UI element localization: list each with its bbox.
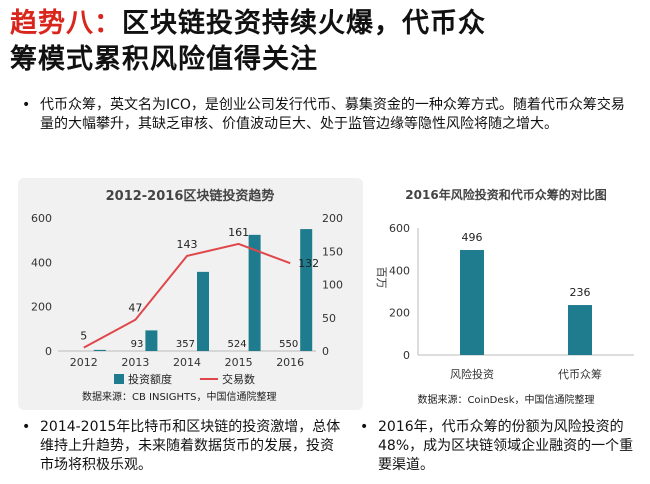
- x-tick-label: 代币众筹: [558, 367, 602, 381]
- vc-vs-ico-chart: 2016年风险投资和代币众筹的对比图 0 200 400 600 百万 496 风险投资 23…: [375, 187, 634, 406]
- x-tick-label: 2013: [121, 356, 149, 369]
- x-tick-label: 2015: [225, 356, 253, 369]
- chart2-title: 2016年风险投资和代币众筹的对比图: [405, 187, 606, 202]
- bar-value-label: 496: [462, 231, 483, 244]
- slide-title: 趋势八：区块链投资持续火爆，代币众 筹模式累积风险值得关注: [10, 6, 642, 78]
- y-tick-left: 200: [31, 301, 52, 314]
- bar-investment: [197, 271, 209, 351]
- x-tick-label: 2012: [70, 356, 98, 369]
- chart1-source: 数据来源：CB INSIGHTS，中国信通院整理: [82, 390, 276, 403]
- bullet-left: • 2014-2015年比特币和区块链的投资激增，总体维持上升趋势，未来随着数据…: [22, 418, 347, 475]
- line-value-label: 47: [128, 302, 142, 315]
- bar-investment: [93, 349, 106, 351]
- chart1-title: 2012-2016区块链投资趋势: [106, 188, 275, 204]
- bar-value: [460, 250, 484, 355]
- x-tick-label: 2014: [173, 356, 201, 369]
- y-tick-right: 50: [322, 312, 336, 325]
- title-line-1: 趋势八：区块链投资持续火爆，代币众: [10, 6, 642, 42]
- bullet-marker: •: [22, 419, 31, 435]
- line-transactions: [83, 242, 291, 349]
- bullet-left-text: 2014-2015年比特币和区块链的投资激增，总体维持上升趋势，未来随着数据货币…: [40, 419, 341, 473]
- line-value-label: 132: [298, 257, 319, 270]
- bullet-right: • 2016年，代币众筹的份额为风险投资的48%，成为区块链领域企业融资的一个重…: [360, 418, 645, 475]
- legend-line-label: 交易数: [222, 372, 255, 386]
- bar-investment: [300, 229, 313, 351]
- bar-value: [568, 305, 592, 355]
- y-tick-right: 150: [322, 245, 343, 258]
- y-tick-left: 0: [45, 345, 52, 358]
- y-tick: 0: [403, 349, 410, 362]
- chart2-source: 数据来源：CoinDesk，中国信通院整理: [417, 393, 594, 406]
- bar-value-label: 93: [131, 339, 144, 350]
- title-line-2: 筹模式累积风险值得关注: [10, 44, 318, 75]
- bullet-marker: •: [360, 419, 369, 435]
- line-value-label: 143: [177, 238, 198, 251]
- investment-trend-chart: 2012-2016区块链投资趋势 0 200 400 600 0 50 100 150 200 2…: [31, 188, 343, 403]
- x-tick-label: 风险投资: [450, 367, 494, 381]
- bullet-right-text: 2016年，代币众筹的份额为风险投资的48%，成为区块链领域企业融资的一个重要渠…: [378, 419, 634, 473]
- y-tick-right: 0: [322, 345, 329, 358]
- legend-bar-swatch: [114, 374, 124, 384]
- bar-value-label: 236: [570, 286, 591, 299]
- bar-investment: [248, 234, 261, 351]
- chart-panel-left: 2012-2016区块链投资趋势 0 200 400 600 0 50 100 150 200 2…: [18, 178, 363, 410]
- bullet-intro: • 代币众筹，英文名为ICO，是创业公司发行代币、募集资金的一种众筹方式。随着代…: [22, 96, 638, 134]
- line-value-label: 161: [228, 226, 249, 239]
- title-accent: 趋势八：: [10, 8, 122, 39]
- bullet-marker: •: [22, 97, 31, 113]
- line-value-label: 5: [80, 330, 87, 343]
- y-tick-right: 200: [322, 212, 343, 225]
- y-axis-label: 百万: [375, 267, 388, 289]
- bar-value-label: 550: [279, 339, 298, 350]
- bar-value-label: 524: [228, 339, 247, 350]
- x-tick-label: 2016: [276, 356, 304, 369]
- y-tick-right: 100: [322, 279, 343, 292]
- bar-investment: [145, 330, 158, 351]
- y-tick: 400: [389, 264, 410, 277]
- y-tick: 200: [389, 307, 410, 320]
- bar-value-label: 357: [176, 339, 195, 350]
- y-tick-left: 400: [31, 256, 52, 269]
- y-tick-left: 600: [31, 212, 52, 225]
- y-tick: 600: [389, 222, 410, 235]
- legend-bar-label: 投资额度: [128, 372, 172, 386]
- chart-panel-right: 2016年风险投资和代币众筹的对比图 0 200 400 600 百万 496 风险投资 23…: [372, 183, 640, 408]
- title-text-1: 区块链投资持续火爆，代币众: [122, 8, 486, 39]
- bullet-intro-text: 代币众筹，英文名为ICO，是创业公司发行代币、募集资金的一种众筹方式。随着代币众…: [40, 97, 625, 132]
